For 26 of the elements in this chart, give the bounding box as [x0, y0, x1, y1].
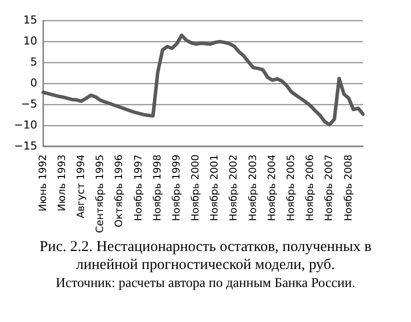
x-tick-label: Сентябрь 1995 [95, 154, 106, 234]
x-tick-label: Август 1994 [76, 154, 87, 218]
x-tick-label: Ноябрь 2003 [248, 154, 259, 222]
x-tick-label: Июнь 1992 [38, 154, 49, 212]
x-tick-label: Ноябрь 1998 [152, 154, 164, 222]
x-tick-label: Ноябрь 1999 [171, 154, 182, 222]
x-tick-label: Ноябрь 2000 [190, 154, 202, 222]
x-tick-label: Ноябрь 2002 [228, 154, 240, 222]
y-tick-label: −10 [14, 118, 38, 132]
x-tick-label: Ноябрь 2005 [286, 154, 297, 222]
x-tick-label: Июль 1993 [56, 154, 68, 212]
text: Рис. 2.2. Нестационарность остатков, полученных в линейной прогностической модели, руб. [38, 238, 372, 274]
text: Источник: расчеты автора по данным Банка России. [54, 274, 356, 292]
y-tick-label: 0 [30, 76, 38, 90]
y-tick-label: −15 [14, 139, 38, 152]
y-tick-label: −5 [20, 97, 38, 110]
x-tick-label: Ноябрь 2007 [324, 154, 336, 222]
x-tick-label: Ноябрь 2001 [210, 154, 221, 222]
x-tick-label: Ноябрь 2008 [343, 154, 354, 222]
x-tick-label: Ноябрь 2006 [305, 154, 316, 222]
y-tick-label: 10 [23, 34, 38, 48]
x-tick-label: Октябрь 1996 [114, 154, 126, 228]
x-tick-label: Ноябрь 2004 [266, 154, 278, 222]
y-tick-label: 15 [23, 13, 38, 26]
x-tick-label: Ноябрь 1997 [133, 154, 144, 222]
y-tick-label: 5 [30, 55, 38, 68]
